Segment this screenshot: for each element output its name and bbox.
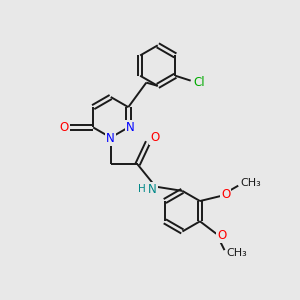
Text: O: O xyxy=(217,229,226,242)
Text: CH₃: CH₃ xyxy=(226,248,247,258)
Text: CH₃: CH₃ xyxy=(240,178,261,188)
Text: O: O xyxy=(221,188,230,201)
Text: O: O xyxy=(59,121,68,134)
Text: O: O xyxy=(150,131,159,144)
Text: N: N xyxy=(106,132,115,145)
Text: Cl: Cl xyxy=(194,76,205,89)
Text: H: H xyxy=(138,184,146,194)
Text: N: N xyxy=(126,121,134,134)
Text: N: N xyxy=(148,183,157,196)
